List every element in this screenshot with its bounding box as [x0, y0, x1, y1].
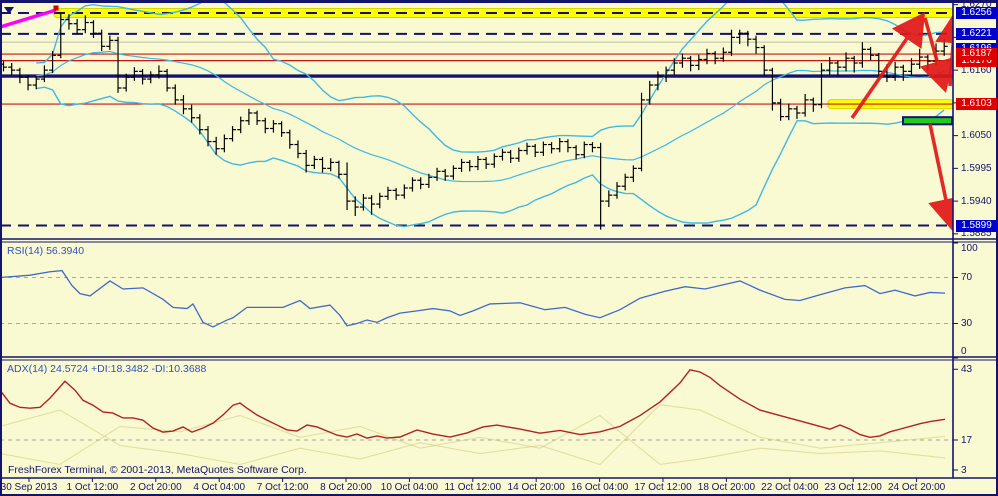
adx-pane[interactable]	[0, 369, 953, 466]
plus-di-line	[2, 404, 946, 466]
adx-line	[2, 369, 946, 439]
green-target-zone	[902, 116, 953, 126]
price-badge: 1.6187	[956, 48, 997, 61]
bollinger-upper-band	[36, 2, 945, 153]
price-badge: 1.5899	[956, 219, 997, 232]
forecast-arrow[interactable]	[850, 12, 926, 120]
rsi-line	[2, 269, 946, 328]
minus-di-line	[2, 414, 946, 466]
bollinger-lower-band	[36, 86, 945, 228]
down-triangle-marker[interactable]	[4, 7, 14, 14]
price-pane[interactable]	[0, 0, 955, 232]
price-badge: 1.6221	[956, 27, 997, 40]
magenta-trendline[interactable]	[0, 8, 57, 29]
ohlc-bars	[2, 13, 948, 230]
trendline-anchor-dot[interactable]	[53, 5, 59, 11]
rsi-pane[interactable]	[0, 269, 953, 328]
price-badge: 1.6256	[956, 7, 997, 19]
price-badge: 1.6103	[956, 98, 997, 111]
forecast-arrow[interactable]	[928, 123, 953, 232]
forecast-arrow[interactable]	[919, 17, 953, 93]
bollinger-middle-band	[36, 50, 945, 183]
